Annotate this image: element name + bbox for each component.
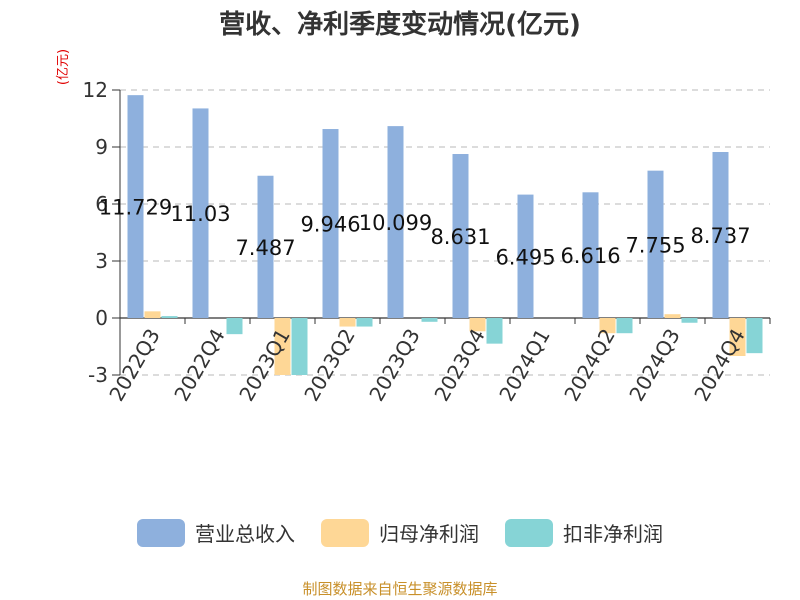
bar-chart: -3 0 3 6 9 12 11.72911.037.4879.94610.0998.631… (83, 78, 771, 406)
data-label: 6.616 (560, 244, 620, 268)
y-tick-label: 12 (83, 78, 108, 102)
bar-0 (127, 95, 144, 318)
bar-1 (729, 318, 746, 356)
bar-1 (144, 311, 161, 318)
x-tick-label: 2024Q4 (689, 325, 749, 406)
data-label: 11.03 (170, 202, 230, 226)
bar-1 (469, 318, 486, 332)
chart-legend: 营业总收入 归母净利润 扣非净利润 (0, 518, 800, 547)
bar-0 (647, 170, 664, 318)
bar-0 (322, 129, 339, 318)
x-tick-label: 2024Q1 (494, 325, 554, 406)
bar-1 (339, 318, 356, 327)
data-source-note: 制图数据来自恒生聚源数据库 (302, 580, 498, 598)
bar-2 (226, 318, 243, 335)
bar-0 (452, 154, 469, 318)
bar-0 (517, 194, 534, 318)
bar-2 (356, 318, 373, 327)
y-tick-label: -3 (88, 363, 108, 387)
x-tick-label: 2023Q4 (429, 325, 489, 406)
bar-0 (387, 126, 404, 318)
bar-2 (746, 318, 763, 354)
bar-0 (712, 151, 729, 318)
bar-2 (291, 318, 308, 375)
bar-0 (192, 108, 209, 319)
x-tick-label: 2023Q3 (364, 325, 424, 406)
x-tick-label: 2023Q2 (299, 325, 359, 406)
bar-2 (486, 318, 503, 344)
x-tick-label: 2022Q3 (104, 325, 164, 406)
legend-label-revenue: 营业总收入 (195, 522, 295, 546)
y-tick-label: 3 (95, 249, 108, 273)
legend-swatch-deducted-profit (505, 518, 553, 547)
bar-0 (257, 175, 274, 318)
legend-label-deducted-profit: 扣非净利润 (563, 522, 663, 546)
bar-0 (582, 192, 599, 318)
data-label: 7.755 (625, 233, 685, 257)
legend-label-net-profit: 归母净利润 (379, 522, 479, 546)
legend-item-revenue[interactable]: 营业总收入 (137, 518, 295, 547)
data-label: 7.487 (235, 236, 295, 260)
legend-item-deducted-profit[interactable]: 扣非净利润 (505, 518, 663, 547)
data-label: 8.737 (690, 224, 750, 248)
legend-item-net-profit[interactable]: 归母净利润 (321, 518, 479, 547)
bar-1 (274, 318, 291, 375)
bar-2 (616, 318, 633, 334)
data-label: 6.495 (495, 245, 555, 269)
y-tick-label: 6 (95, 192, 108, 216)
y-tick-label: 9 (95, 135, 108, 159)
x-tick-label: 2024Q2 (559, 325, 619, 406)
bar-2 (421, 318, 438, 322)
chart-title: 营收、净利季度变动情况(亿元) (219, 10, 581, 40)
data-label: 8.631 (430, 225, 490, 249)
legend-swatch-revenue (137, 518, 185, 547)
bar-1 (664, 314, 681, 318)
bar-1 (599, 318, 616, 334)
legend-swatch-net-profit (321, 518, 369, 547)
bar-2 (681, 318, 698, 323)
bar-2 (161, 316, 178, 318)
x-tick-label: 2024Q3 (624, 325, 684, 406)
data-label: 10.099 (359, 211, 432, 235)
y-tick-label: 0 (95, 306, 108, 330)
data-label: 9.946 (300, 213, 360, 237)
data-label: 11.729 (99, 196, 172, 220)
x-tick-label: 2022Q4 (169, 325, 229, 406)
